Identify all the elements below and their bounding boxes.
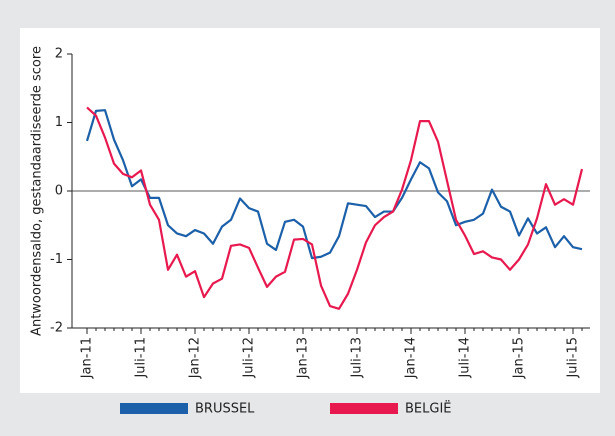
x-tick-label: Jan-15 xyxy=(512,337,527,379)
x-tick-label: Juli-11 xyxy=(134,337,149,379)
legend-label: BRUSSEL xyxy=(195,402,255,417)
x-tick-label: Jan-13 xyxy=(296,337,311,379)
y-tick-label: -1 xyxy=(50,252,63,267)
x-tick-label: Jan-11 xyxy=(80,337,95,379)
plot-panel xyxy=(20,28,600,393)
legend-swatch xyxy=(330,403,398,414)
legend-label: BELGIË xyxy=(405,401,452,417)
series-line xyxy=(85,109,583,260)
y-tick-label: 0 xyxy=(55,184,63,199)
y-tick-label: -2 xyxy=(50,321,63,336)
x-tick-label: Juli-13 xyxy=(350,337,365,379)
y-tick-label: 1 xyxy=(55,115,63,130)
legend-swatch xyxy=(120,403,188,414)
series-line xyxy=(86,106,584,310)
x-tick-label: Juli-15 xyxy=(566,337,581,379)
y-tick-label: 2 xyxy=(55,47,63,62)
x-tick-label: Jan-14 xyxy=(404,337,419,379)
x-tick-label: Juli-12 xyxy=(242,337,257,379)
y-axis-label: Antwoordensaldo, gestandaardiseerde scor… xyxy=(30,46,45,336)
x-tick-label: Juli-14 xyxy=(458,337,473,379)
x-tick-label: Jan-12 xyxy=(188,337,203,379)
